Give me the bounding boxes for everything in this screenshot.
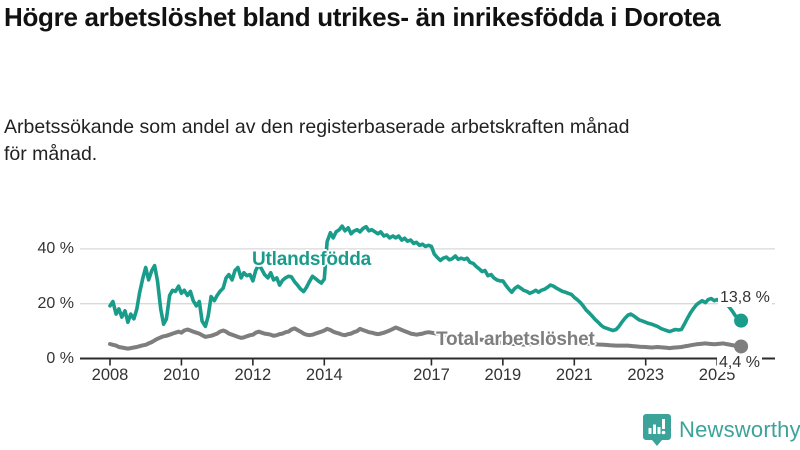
series-label-utlandsfodda: Utlandsfödda	[252, 249, 371, 270]
y-tick-label-0: 0 %	[46, 349, 74, 367]
x-tick-label-2021: 2021	[555, 366, 593, 384]
page-title: Högre arbetslöshet bland utrikes- än inr…	[4, 2, 721, 32]
y-tick-label-20: 20 %	[37, 294, 74, 312]
series-end-dot-1	[734, 339, 749, 354]
y-tick-label-40: 40 %	[37, 239, 74, 257]
x-tick-label-2019: 2019	[484, 366, 522, 384]
page-subtitle: Arbetssökande som andel av den registerb…	[4, 116, 630, 165]
logo-exclamation-dot	[661, 430, 666, 435]
x-tick-label-2012: 2012	[234, 366, 272, 384]
x-tick-label-2023: 2023	[627, 366, 665, 384]
logo-bar-3	[657, 427, 661, 434]
newsworthy-logo-text: Newsworthy	[679, 417, 800, 442]
logo-exclamation-stem	[662, 419, 665, 429]
series-label-total-arbetsloshet: Total arbetslöshet	[436, 329, 595, 350]
logo-bar-2	[653, 424, 656, 434]
series-line-1	[108, 325, 744, 351]
x-tick-label-2010: 2010	[163, 366, 200, 384]
end-value-label-total: 4,4 %	[717, 354, 762, 372]
series-end-dot-0	[734, 313, 749, 328]
newsworthy-logo-icon	[643, 414, 671, 446]
x-tick-label-2014: 2014	[305, 366, 343, 384]
end-value-label-utlandsfodda: 13,8 %	[718, 289, 772, 307]
series-line-0	[108, 224, 743, 334]
x-tick-label-2008: 2008	[91, 366, 129, 384]
newsworthy-logo: Newsworthy	[643, 414, 800, 446]
logo-bar-1	[648, 428, 652, 434]
x-tick-label-2017: 2017	[413, 366, 450, 384]
